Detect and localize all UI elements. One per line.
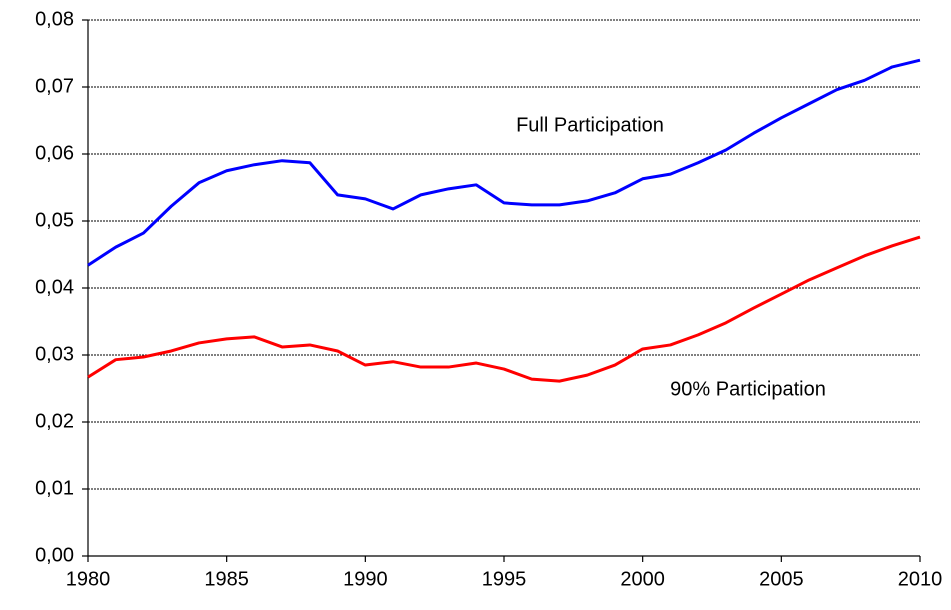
series-line <box>87 58 921 267</box>
series-label: Full Participation <box>516 114 664 136</box>
y-tick-label: 0,01 <box>35 477 74 499</box>
y-tick-label: 0,08 <box>35 8 74 30</box>
y-tick-label: 0,05 <box>35 209 74 231</box>
x-tick-label: 1990 <box>343 568 388 590</box>
y-tick-label: 0,02 <box>35 410 74 432</box>
series-label: 90% Participation <box>670 378 826 400</box>
x-tick-label: 2005 <box>759 568 804 590</box>
x-tick-label: 2010 <box>898 568 943 590</box>
x-tick-label: 1980 <box>66 568 111 590</box>
series-line <box>87 235 921 383</box>
y-tick-label: 0,04 <box>35 276 74 298</box>
x-tick-label: 1985 <box>204 568 249 590</box>
x-tick-label: 2000 <box>620 568 665 590</box>
y-tick-label: 0,03 <box>35 343 74 365</box>
y-tick-label: 0,00 <box>35 544 74 566</box>
y-tick-label: 0,06 <box>35 142 74 164</box>
y-tick-label: 0,07 <box>35 75 74 97</box>
x-tick-label: 1995 <box>482 568 527 590</box>
